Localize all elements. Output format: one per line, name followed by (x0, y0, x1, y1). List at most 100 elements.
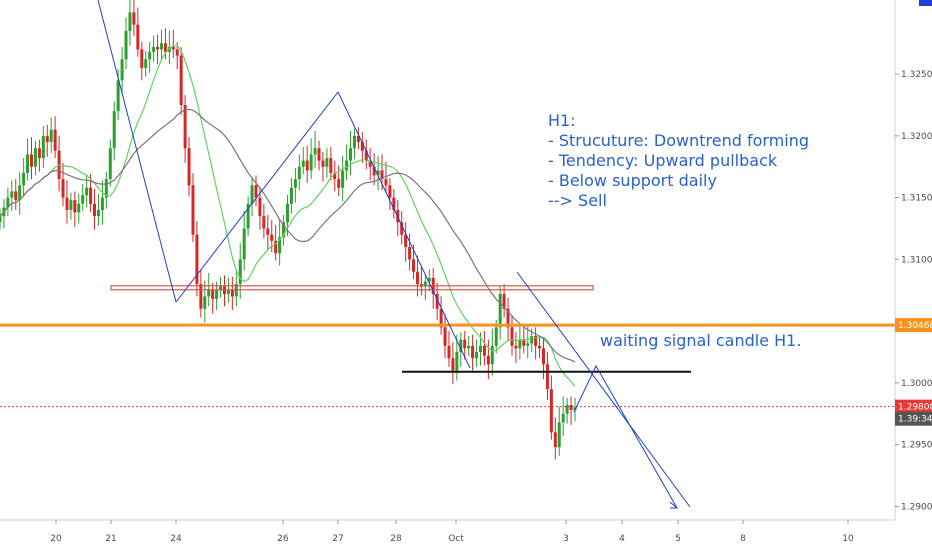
price-axis[interactable]: 1.32500 1.32000 1.31500 1.31000 1.30000 1.295… (895, 70, 932, 512)
candle-body (412, 259, 416, 272)
candle-body (549, 389, 553, 433)
signal-note: waiting signal candle H1. (600, 331, 801, 350)
candle-body (242, 228, 246, 260)
time-tick-label: 4 (619, 534, 625, 544)
price-tag-label: 1.29808 (898, 403, 932, 413)
candle-body (30, 154, 34, 167)
analysis-note-line: - Below support daily (548, 171, 717, 190)
price-tag-label: 1.30468 (898, 321, 932, 331)
price-tick-label: 1.32000 (901, 132, 932, 142)
candle-body (329, 158, 333, 173)
time-tick-label: 21 (105, 534, 116, 544)
candle-body (187, 148, 191, 186)
candle-body (321, 160, 325, 167)
candle-body (384, 179, 388, 186)
trend-leg-2[interactable] (175, 91, 339, 303)
candle-body (482, 345, 486, 356)
price-tag-box (895, 399, 932, 414)
annotations: H1:- Strucuture: Downtrend forming- Tend… (548, 111, 809, 350)
candle-body (423, 281, 427, 287)
analysis-note-line: H1: (548, 111, 576, 130)
analysis-note-line: --> Sell (548, 191, 607, 210)
price-tick-label: 1.30000 (901, 379, 932, 389)
analysis-note-line: - Strucuture: Downtrend forming (548, 131, 809, 150)
candle-body (502, 293, 506, 309)
candle-body (45, 135, 49, 143)
candle-body (136, 24, 140, 50)
candle-body (152, 46, 156, 52)
horizontal-levels (0, 285, 895, 408)
candle-body (22, 172, 26, 186)
candle-body (341, 170, 345, 188)
candle-body (250, 185, 254, 204)
candle-body (81, 195, 85, 204)
candle-body (349, 148, 353, 161)
time-tick-label: 3 (563, 534, 569, 544)
candle-body (120, 59, 124, 81)
trend-drawings (97, 0, 691, 509)
candle-body (41, 135, 45, 159)
candle-body (337, 179, 341, 188)
candle-body (427, 277, 431, 282)
candle-body (514, 345, 518, 349)
candle-body (85, 187, 89, 196)
time-axis[interactable]: 20 21 24 26 27 28 Oct 3 4 5 8 10 (50, 520, 854, 544)
candle-body (557, 422, 561, 448)
price-tags: 1.30468 1.29808 1.39:34 (895, 318, 932, 426)
candle-body (199, 284, 203, 309)
trend-leg-3[interactable] (337, 91, 471, 369)
candle-body (467, 345, 471, 349)
time-tick-label: 20 (50, 534, 62, 544)
candle-body (392, 197, 396, 210)
resistance-channel-red[interactable] (110, 285, 594, 291)
candle-body (159, 43, 163, 50)
candle-body (73, 200, 77, 213)
candle-body (219, 286, 223, 291)
candle-body (258, 197, 262, 217)
candle-body (494, 327, 498, 346)
candle-body (447, 345, 451, 359)
candle-body (553, 432, 557, 448)
price-axis-panel[interactable] (895, 0, 932, 520)
candle-body (313, 148, 317, 155)
ma-fast-line (0, 45, 576, 387)
candle-body (388, 185, 392, 198)
candle-body (317, 148, 321, 161)
candle-body (301, 160, 305, 167)
time-axis-panel[interactable] (0, 520, 895, 550)
candle-body (89, 187, 93, 204)
candle-body (270, 234, 274, 241)
candle-body (26, 154, 30, 173)
candle-body (463, 339, 467, 349)
ma-slow-line (0, 108, 576, 363)
time-tick-label: Oct (448, 534, 464, 544)
candle-body (148, 51, 152, 60)
trend-leg-1[interactable] (97, 0, 177, 303)
candle-body (364, 150, 368, 161)
candle-body (360, 142, 364, 151)
candle-body (356, 135, 360, 143)
candle-body (506, 308, 510, 328)
candle-body (561, 413, 565, 423)
candle-body (238, 259, 242, 285)
candle-body (471, 345, 475, 359)
candle-body (49, 129, 53, 143)
candle-body (175, 49, 179, 56)
projection-path[interactable] (573, 364, 678, 509)
projection-channel-upper[interactable] (516, 271, 691, 508)
candle-body (490, 345, 494, 365)
time-tick-label: 10 (842, 534, 854, 544)
candle-body (77, 203, 81, 213)
candle-body (455, 352, 459, 371)
candle-body (478, 345, 482, 353)
candle-body (372, 166, 376, 176)
candle-body (179, 55, 183, 105)
candle-body (297, 166, 301, 180)
candle-body (171, 46, 175, 50)
candle-body (144, 59, 148, 68)
candle-body (451, 358, 455, 371)
candle-body (53, 129, 57, 151)
